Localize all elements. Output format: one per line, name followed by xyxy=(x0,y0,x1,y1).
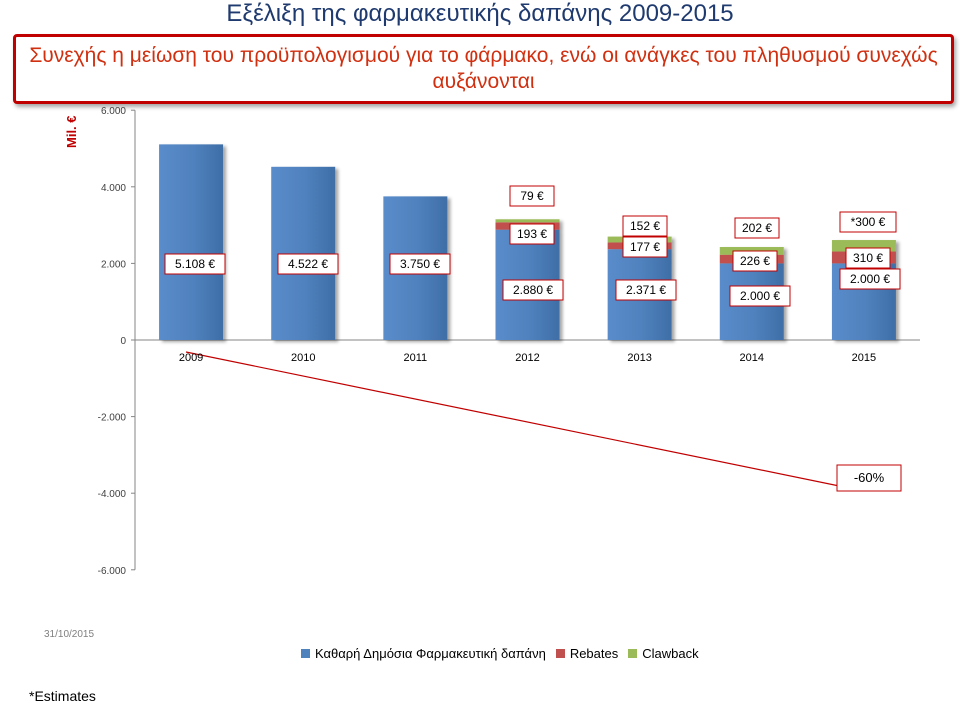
data-label-net: 2.000 € xyxy=(839,268,901,290)
chart-subtitle: Συνεχής η μείωση του προϋπολογισμού για … xyxy=(29,44,938,93)
data-label-net-text: 2.880 € xyxy=(513,283,553,297)
data-label-rebates-text: 177 € xyxy=(630,240,660,254)
legend-swatch-net xyxy=(301,649,310,658)
change-line xyxy=(185,351,855,490)
change-line-label-box xyxy=(836,464,902,492)
data-label-rebates: 226 € xyxy=(732,250,778,272)
data-label-net: 2.000 € xyxy=(729,285,791,307)
data-label-net-text: 3.750 € xyxy=(400,257,440,271)
bar-net xyxy=(159,144,224,340)
data-label-clawback-text: 152 € xyxy=(630,219,660,233)
legend-item-net: Καθαρή Δημόσια Φαρμακευτική δαπάνη xyxy=(301,646,546,661)
y-tick-label: -2.000 xyxy=(98,413,127,424)
data-label-net-text: 4.522 € xyxy=(288,257,328,271)
subtitle-box: Συνεχής η μείωση του προϋπολογισμού για … xyxy=(13,34,954,104)
bar-net xyxy=(271,166,336,340)
data-label-net: 5.108 € xyxy=(164,253,226,275)
data-label-net: 2.371 € xyxy=(615,279,677,301)
data-label-net-box xyxy=(729,285,791,307)
data-label-net-text: 2.000 € xyxy=(740,289,780,303)
data-label-net: 3.750 € xyxy=(389,253,451,275)
data-label-net-text: 2.000 € xyxy=(850,272,890,286)
data-label-net: 4.522 € xyxy=(277,253,339,275)
data-label-rebates-box xyxy=(732,250,778,272)
x-tick-label: 2010 xyxy=(291,352,315,364)
footer-date: 31/10/2015 xyxy=(44,629,95,640)
footnote-estimates: *Estimates xyxy=(29,688,96,704)
data-label-rebates-text: 310 € xyxy=(853,251,883,265)
data-label-rebates: 193 € xyxy=(509,223,555,245)
data-label-net-text: 2.371 € xyxy=(626,283,666,297)
y-tick-label: -6.000 xyxy=(98,566,127,577)
x-tick-label: 2015 xyxy=(852,352,876,364)
data-label-rebates: 177 € xyxy=(622,236,668,258)
legend-swatch-clawback xyxy=(628,649,638,658)
data-label-clawback-box xyxy=(734,217,780,239)
x-tick-label: 2009 xyxy=(179,352,203,364)
y-tick-label: 6.000 xyxy=(101,106,126,117)
data-label-clawback-text: 202 € xyxy=(742,221,772,235)
bar-stack xyxy=(271,166,336,340)
data-label-clawback-text: *300 € xyxy=(851,215,886,229)
change-line-label: -60% xyxy=(836,464,902,492)
data-label-net-box xyxy=(164,253,226,275)
data-label-rebates: 310 € xyxy=(845,247,891,269)
x-tick-label: 2012 xyxy=(515,352,539,364)
change-line-label-text: -60% xyxy=(854,470,885,485)
data-label-clawback-box xyxy=(622,215,668,237)
x-tick-label: 2013 xyxy=(627,352,651,364)
x-tick-label: 2011 xyxy=(404,352,428,364)
data-label-clawback: 152 € xyxy=(622,215,668,237)
legend-swatch-rebates xyxy=(555,649,565,658)
bar-stack xyxy=(159,144,224,340)
data-label-clawback-box xyxy=(509,185,555,207)
data-label-rebates-box xyxy=(845,247,891,269)
bar-clawback xyxy=(495,219,560,223)
data-label-net-box xyxy=(615,279,677,301)
data-label-net-box xyxy=(389,253,451,275)
data-label-net: 2.880 € xyxy=(502,279,564,301)
y-tick-label: 2.000 xyxy=(101,259,126,270)
legend-label-clawback: Clawback xyxy=(642,646,699,661)
legend-label-rebates: Rebates xyxy=(569,646,619,661)
data-label-rebates-box xyxy=(622,236,668,258)
chart-legend: Καθαρή Δημόσια Φαρμακευτική δαπάνη Rebat… xyxy=(301,646,699,661)
y-tick-label: 4.000 xyxy=(101,183,126,194)
data-label-net-box xyxy=(277,253,339,275)
y-tick-label: -4.000 xyxy=(98,489,127,500)
bar-clawback xyxy=(831,240,896,252)
data-label-net-box xyxy=(839,268,901,290)
data-label-net-box xyxy=(502,279,564,301)
data-label-net-text: 5.108 € xyxy=(175,257,215,271)
data-label-rebates-text: 193 € xyxy=(517,227,547,241)
y-tick-label: 0 xyxy=(120,336,126,347)
legend-item-clawback: Clawback xyxy=(628,646,699,661)
data-label-rebates-box xyxy=(509,223,555,245)
data-label-clawback: *300 € xyxy=(839,211,897,233)
legend-item-rebates: Rebates xyxy=(555,646,619,661)
data-label-clawback-box xyxy=(839,211,897,233)
chart-title: Εξέλιξη της φαρμακευτικής δαπάνης 2009-2… xyxy=(226,0,734,27)
data-label-clawback: 79 € xyxy=(509,185,555,207)
data-label-rebates-text: 226 € xyxy=(740,254,770,268)
data-label-clawback-text: 79 € xyxy=(520,189,544,203)
data-label-clawback: 202 € xyxy=(734,217,780,239)
legend-label-net: Καθαρή Δημόσια Φαρμακευτική δαπάνη xyxy=(315,646,546,661)
x-tick-label: 2014 xyxy=(740,352,764,364)
